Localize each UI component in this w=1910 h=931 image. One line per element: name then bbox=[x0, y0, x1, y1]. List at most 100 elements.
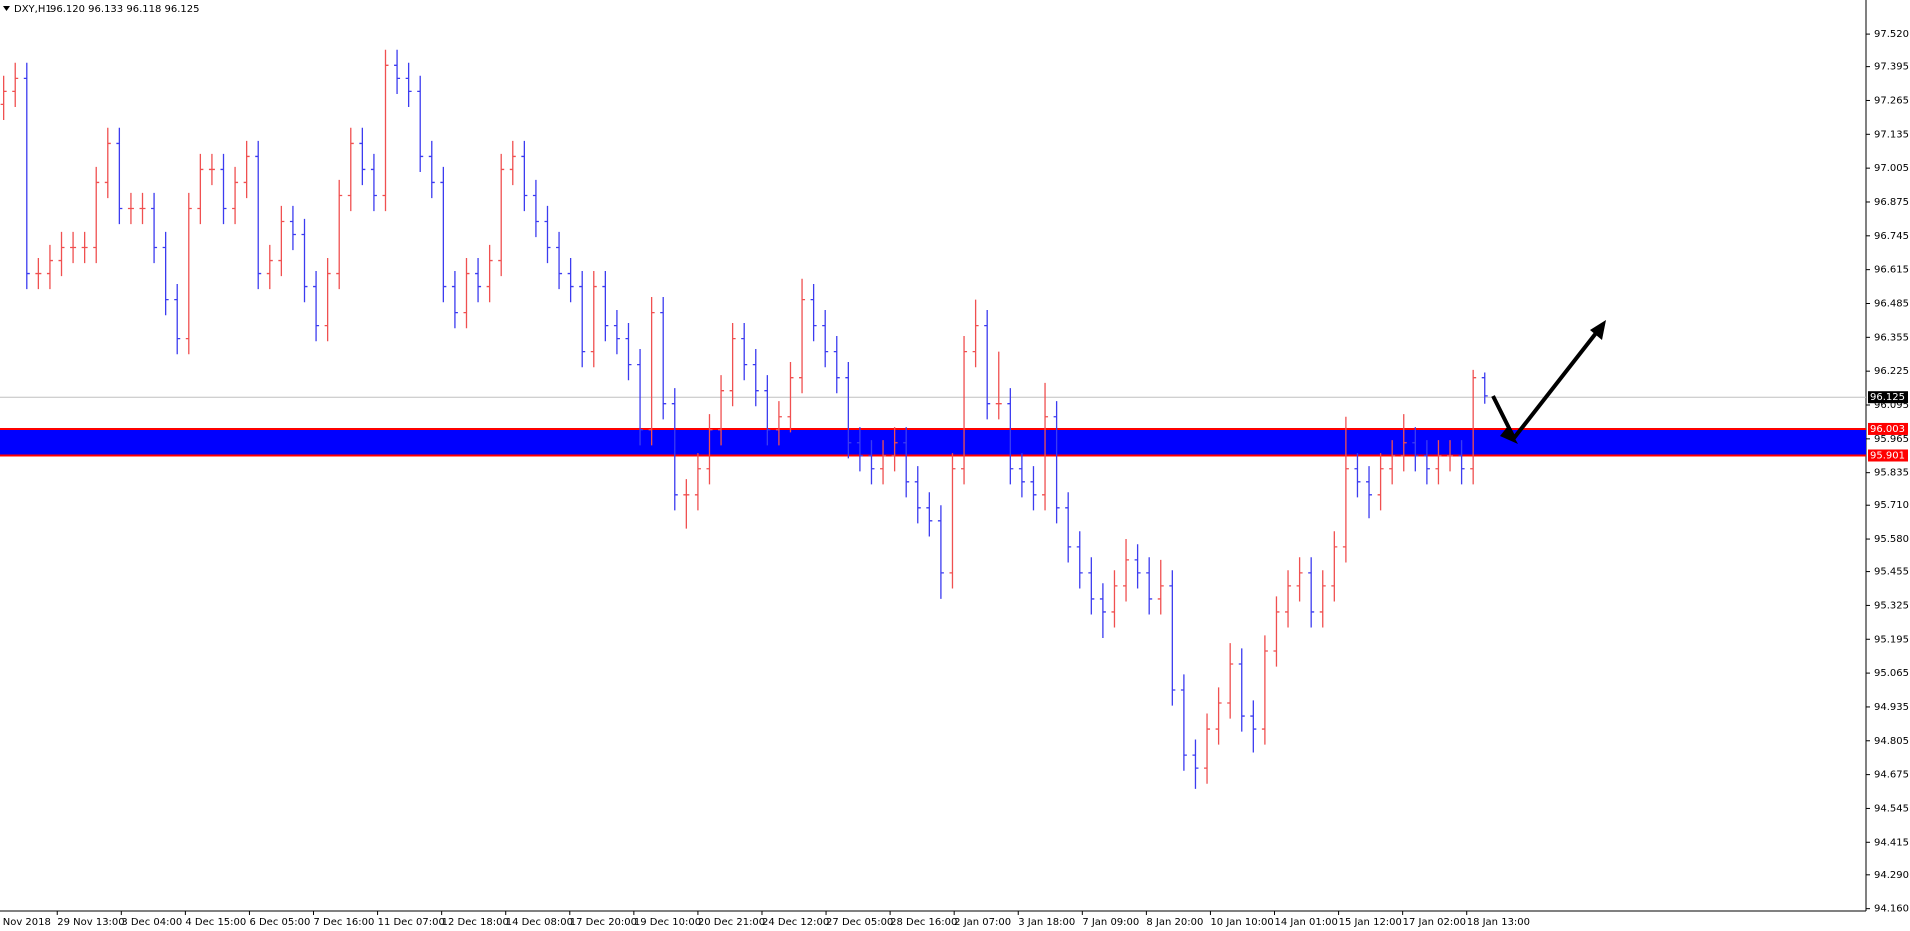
ohlc-bar bbox=[1192, 739, 1199, 789]
ohlc-bar bbox=[23, 62, 30, 290]
ohlc-bar bbox=[0, 75, 7, 120]
y-tick-label: 96.355 bbox=[1874, 332, 1909, 343]
ohlc-bar bbox=[12, 62, 19, 107]
x-tick-label: 7 Jan 09:00 bbox=[1082, 917, 1139, 928]
x-tick-label: 7 Dec 16:00 bbox=[314, 917, 375, 928]
price-tag-label: 96.003 bbox=[1870, 424, 1905, 435]
y-tick-label: 94.160 bbox=[1874, 904, 1909, 915]
ohlc-bar bbox=[1123, 539, 1130, 602]
ohlc-bar bbox=[1296, 557, 1303, 602]
ohlc-bar bbox=[567, 257, 574, 303]
y-tick-label: 94.675 bbox=[1874, 770, 1909, 781]
ohlc-bar bbox=[185, 192, 192, 355]
ohlc-bar bbox=[799, 278, 806, 394]
x-tick-label: 11 Dec 07:00 bbox=[378, 917, 445, 928]
ohlc-bar bbox=[1111, 570, 1118, 628]
ohlc-bar bbox=[1227, 643, 1234, 719]
ohlc-bar bbox=[1319, 570, 1326, 628]
bars bbox=[0, 49, 1488, 789]
x-tick-label: 3 Dec 04:00 bbox=[121, 917, 182, 928]
ohlc-bar bbox=[1250, 700, 1257, 753]
x-tick-label: 4 Dec 15:00 bbox=[185, 917, 246, 928]
ohlc-bar bbox=[405, 62, 412, 107]
x-tick-label: 12 Dec 18:00 bbox=[442, 917, 509, 928]
ohlc-bar bbox=[1053, 401, 1060, 524]
x-tick-label: 17 Jan 02:00 bbox=[1403, 917, 1466, 928]
ohlc-bar bbox=[1377, 453, 1384, 511]
ohlc-bar bbox=[891, 427, 898, 472]
ohlc-bar bbox=[1423, 440, 1430, 485]
price-tag bbox=[1868, 391, 1908, 404]
ohlc-bar bbox=[625, 323, 632, 381]
ohlc-bar bbox=[370, 153, 377, 212]
ohlc-bar bbox=[1354, 453, 1361, 498]
ohlc-bar bbox=[1331, 531, 1338, 602]
ohlc-bar bbox=[509, 140, 516, 186]
ohlc-bar bbox=[544, 205, 551, 264]
x-tick-label: 10 Jan 10:00 bbox=[1210, 917, 1273, 928]
ohlc-bar bbox=[463, 257, 470, 329]
ohlc-bar bbox=[347, 127, 354, 212]
ohlc-bar bbox=[961, 336, 968, 485]
ohlc-bar bbox=[683, 479, 690, 529]
y-tick-label: 94.805 bbox=[1874, 736, 1909, 747]
y-tick-label: 97.265 bbox=[1874, 95, 1909, 106]
ohlc-bar bbox=[984, 310, 991, 420]
ohlc-bar bbox=[220, 153, 227, 225]
ohlc-bar bbox=[1285, 570, 1292, 628]
x-tick-label: 20 Dec 21:00 bbox=[698, 917, 765, 928]
x-tick-label: 15 Jan 12:00 bbox=[1339, 917, 1402, 928]
y-tick-label: 95.065 bbox=[1874, 668, 1909, 679]
x-tick-label: 24 Dec 12:00 bbox=[762, 917, 829, 928]
arrow-head bbox=[1590, 320, 1606, 340]
y-tick-label: 95.835 bbox=[1874, 468, 1909, 479]
price-tag-label: 96.125 bbox=[1870, 392, 1905, 403]
y-tick-label: 94.290 bbox=[1874, 870, 1909, 881]
ohlc-bar bbox=[289, 205, 296, 251]
ohlc-bar bbox=[46, 244, 53, 290]
ohlc-bar bbox=[590, 270, 597, 368]
ohlc-bar bbox=[197, 153, 204, 225]
ohlc-bar bbox=[278, 205, 285, 277]
y-tick-label: 95.325 bbox=[1874, 600, 1909, 611]
ohlc-bar bbox=[775, 401, 782, 446]
ohlc-bar bbox=[1447, 440, 1454, 472]
x-tick-label: 3 Jan 18:00 bbox=[1018, 917, 1075, 928]
ohlc-bar bbox=[1180, 674, 1187, 771]
ohlc-bar bbox=[903, 427, 910, 498]
ohlc-bar bbox=[93, 166, 100, 264]
ohlc-bar bbox=[1389, 440, 1396, 485]
y-tick-label: 94.545 bbox=[1874, 803, 1909, 814]
ohlc-bar bbox=[301, 218, 308, 303]
ohlc-bar bbox=[671, 388, 678, 511]
ohlc-bar bbox=[995, 351, 1002, 420]
ohlc-bar bbox=[1400, 414, 1407, 472]
ohlc-bar bbox=[648, 296, 655, 446]
menu-triangle bbox=[3, 6, 10, 11]
arrow-head bbox=[1500, 426, 1518, 444]
ohlc-bar bbox=[694, 453, 701, 511]
ohlc-bar bbox=[1458, 440, 1465, 485]
y-tick-label: 97.395 bbox=[1874, 62, 1909, 73]
ohlc-bar bbox=[972, 299, 979, 368]
ohlc-bar bbox=[336, 179, 343, 290]
ohlc-bar bbox=[752, 349, 759, 407]
ohlc-bar bbox=[162, 231, 169, 316]
ohlc-bar bbox=[428, 140, 435, 199]
y-tick-label: 96.485 bbox=[1874, 298, 1909, 309]
ohlc-bar bbox=[1238, 648, 1245, 732]
x-tick-label: 17 Dec 20:00 bbox=[570, 917, 637, 928]
ohlc-bar bbox=[833, 336, 840, 394]
ohlc-bar bbox=[417, 75, 424, 173]
y-tick-label: 97.005 bbox=[1874, 163, 1909, 174]
ohlc-bar bbox=[394, 49, 401, 94]
ohlc-bar bbox=[266, 244, 273, 290]
ohlc-bar bbox=[1273, 596, 1280, 667]
y-tick-label: 95.195 bbox=[1874, 634, 1909, 645]
ohlc-bar bbox=[718, 375, 725, 446]
zone bbox=[0, 428, 1866, 456]
chart-title: DXY,H1 bbox=[14, 4, 52, 15]
x-tick-label: 2 Jan 07:00 bbox=[954, 917, 1011, 928]
y-tick-label: 96.615 bbox=[1874, 265, 1909, 276]
